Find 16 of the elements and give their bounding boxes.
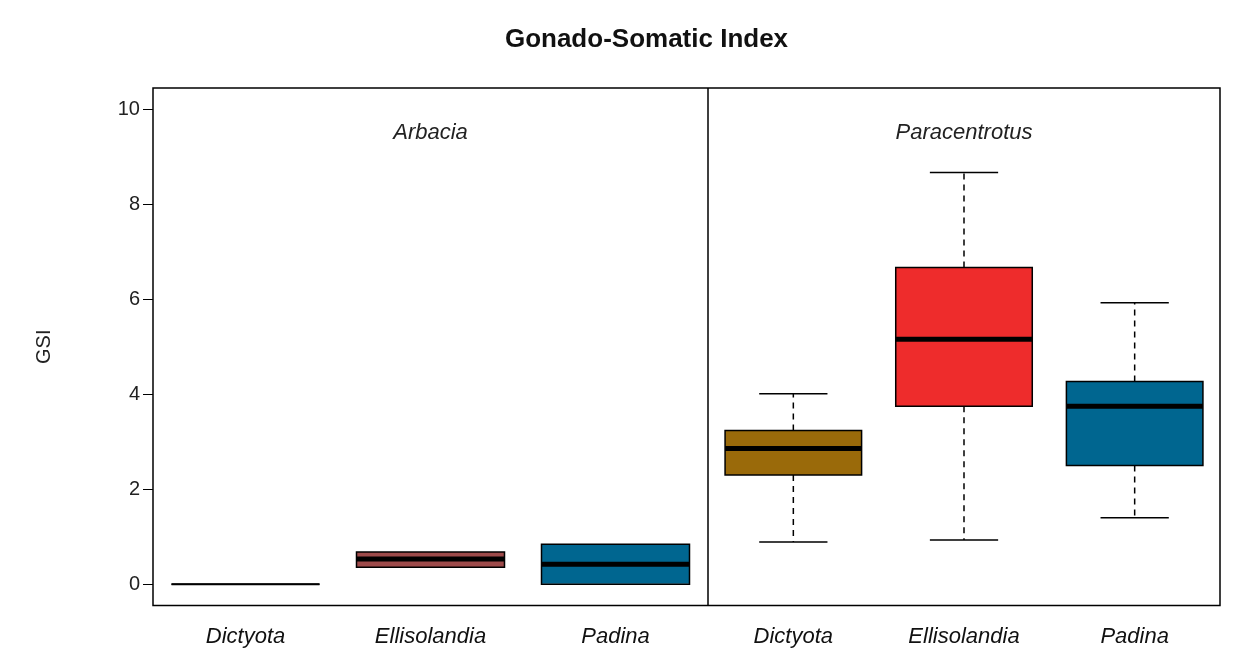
chart-title: Gonado-Somatic Index	[503, 21, 790, 55]
annotation: Paracentrotus	[895, 119, 1033, 145]
x-tick-label: Dictyota	[205, 622, 286, 648]
x-tick-label: Padina	[581, 622, 650, 648]
x-tick-label: Dictyota	[753, 622, 834, 648]
y-tick-label: 6	[128, 286, 140, 309]
x-tick-label: Ellisolandia	[908, 622, 1020, 648]
x-tick-label: Padina	[1100, 622, 1169, 648]
annotation: Arbacia	[391, 119, 468, 145]
y-tick-label: 4	[128, 381, 140, 404]
y-tick-label: 8	[128, 191, 140, 214]
y-tick-label: 10	[117, 96, 140, 119]
y-tick-label: 2	[128, 476, 140, 499]
x-tick-label: Ellisolandia	[374, 622, 487, 648]
y-axis-title: GSI	[31, 329, 54, 365]
y-tick-label: 0	[128, 571, 140, 594]
